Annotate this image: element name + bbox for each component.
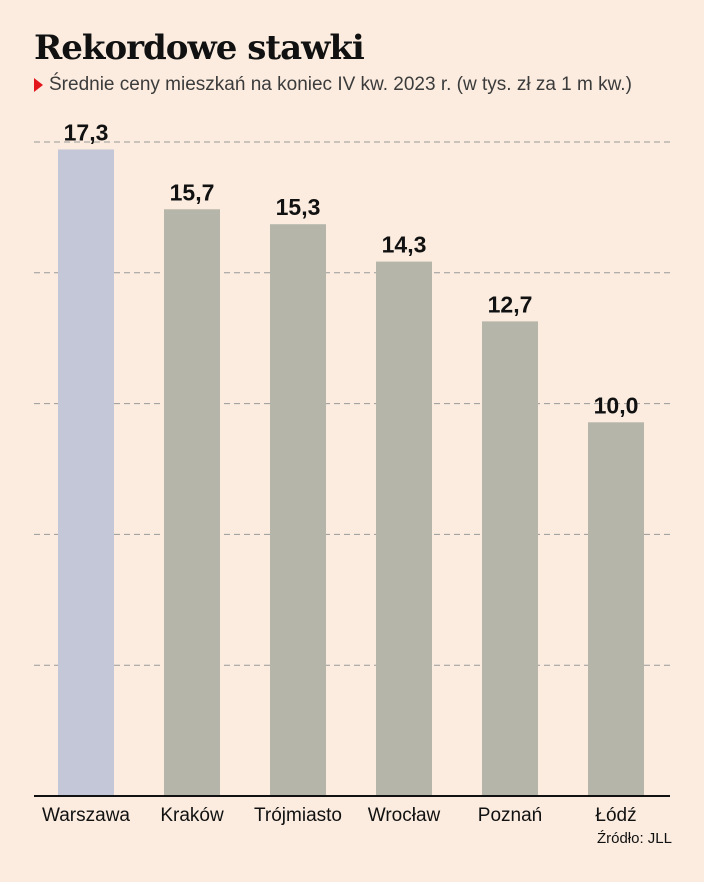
value-label: 17,3: [64, 119, 109, 145]
subtitle-triangle-icon: [34, 78, 43, 92]
value-label: 12,7: [488, 291, 533, 317]
value-label: 10,0: [594, 392, 639, 418]
chart-subtitle-row: Średnie ceny mieszkań na koniec IV kw. 2…: [34, 74, 632, 96]
category-label: Wrocław: [368, 805, 441, 826]
bar-5: [588, 422, 644, 796]
labels: 17,3 Warszawa 15,7 Kraków 15,3 Trójmiasto 14,3…: [42, 119, 638, 826]
source-note: Źródło: JLL: [596, 830, 672, 847]
bar-3: [376, 261, 432, 796]
bar-0: [58, 149, 114, 796]
category-label: Trójmiasto: [254, 805, 342, 826]
category-label: Łódź: [595, 805, 636, 826]
category-label: Poznań: [478, 805, 542, 826]
value-label: 15,3: [276, 194, 321, 220]
gridlines: [34, 141, 670, 666]
value-label: 14,3: [382, 232, 427, 258]
bar-4: [482, 321, 538, 796]
category-label: Kraków: [160, 805, 224, 826]
value-label: 15,7: [170, 179, 215, 205]
chart-subtitle: Średnie ceny mieszkań na koniec IV kw. 2…: [49, 74, 632, 95]
bar-2: [270, 224, 326, 796]
bars: [58, 149, 644, 797]
bar-1: [164, 209, 220, 797]
chart-title: Rekordowe stawki: [34, 28, 365, 68]
category-label: Warszawa: [42, 805, 130, 826]
